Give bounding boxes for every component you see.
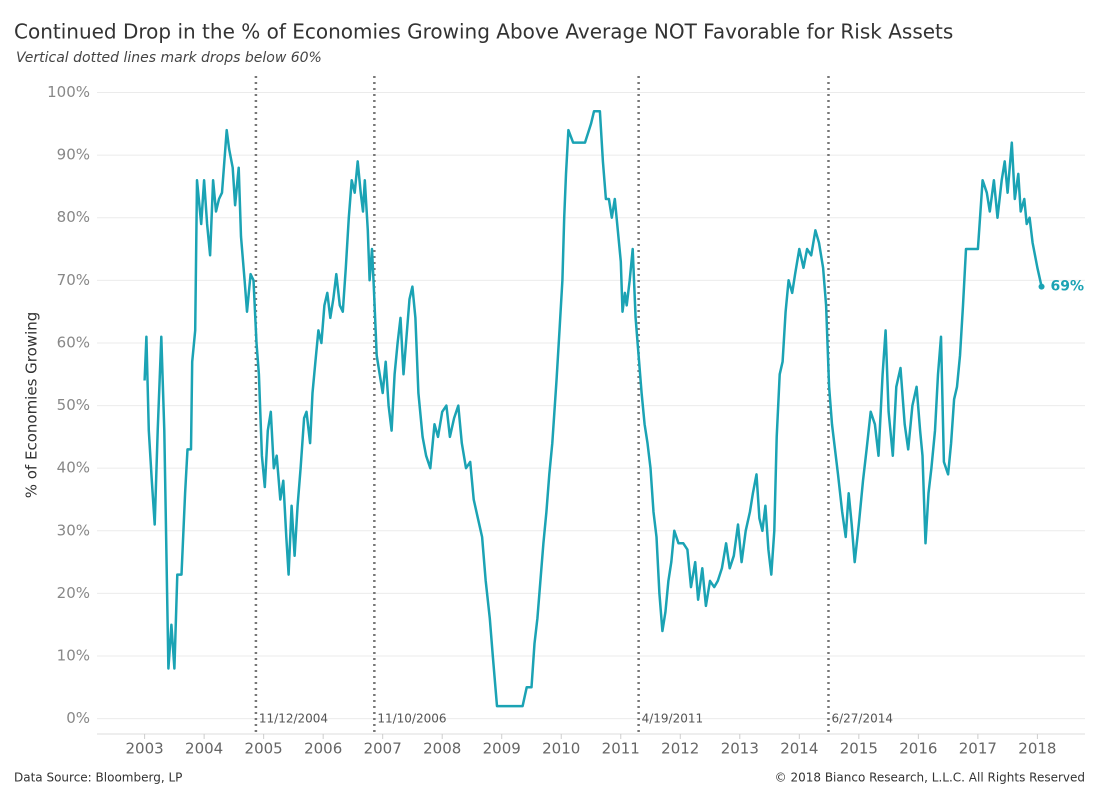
end-point [1038, 283, 1045, 290]
x-tick-label: 2018 [1018, 740, 1056, 758]
x-tick-label: 2017 [959, 740, 997, 758]
x-tick-label: 2012 [661, 740, 699, 758]
source-note: Data Source: Bloomberg, LP [14, 771, 182, 785]
x-tick-label: 2011 [602, 740, 640, 758]
y-tick-label: 30% [57, 521, 90, 539]
x-tick-label: 2004 [185, 740, 223, 758]
y-tick-label: 40% [57, 459, 90, 477]
y-tick-label: 10% [57, 647, 90, 665]
chart-title: Continued Drop in the % of Economies Gro… [14, 20, 953, 44]
x-tick-label: 2005 [245, 740, 283, 758]
y-tick-label: 100% [47, 83, 90, 101]
y-tick-label: 20% [57, 584, 90, 602]
x-tick-label: 2008 [423, 740, 461, 758]
x-tick-label: 2007 [364, 740, 402, 758]
x-tick-label: 2015 [840, 740, 878, 758]
y-tick-label: 80% [57, 208, 90, 226]
chart-subtitle: Vertical dotted lines mark drops below 6… [16, 50, 322, 66]
event-label: 11/12/2004 [259, 712, 328, 726]
y-axis-title: % of Economies Growing [23, 312, 41, 499]
x-tick-label: 2016 [899, 740, 937, 758]
copyright-note: © 2018 Bianco Research, L.L.C. All Right… [775, 771, 1085, 785]
end-label: 69% [1051, 279, 1085, 295]
series-line [143, 110, 1043, 708]
x-tick-label: 2006 [304, 740, 342, 758]
x-tick-label: 2009 [483, 740, 521, 758]
y-tick-label: 90% [57, 146, 90, 164]
y-tick-label: 70% [57, 271, 90, 289]
event-label: 4/19/2011 [642, 712, 704, 726]
event-label: 11/10/2006 [377, 712, 446, 726]
event-label: 6/27/2014 [831, 712, 893, 726]
y-tick-label: 60% [57, 333, 90, 351]
x-tick-label: 2014 [780, 740, 818, 758]
x-tick-label: 2003 [126, 740, 164, 758]
x-tick-label: 2013 [721, 740, 759, 758]
y-tick-label: 0% [66, 709, 90, 727]
x-tick-label: 2010 [542, 740, 580, 758]
y-tick-label: 50% [57, 396, 90, 414]
